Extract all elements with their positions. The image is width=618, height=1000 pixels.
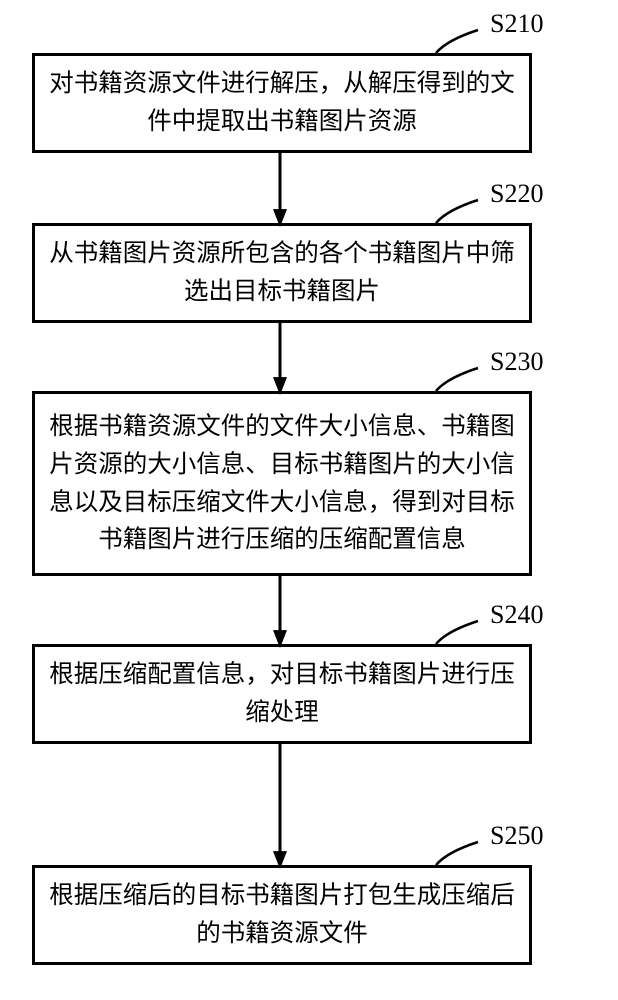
step-label-s250: S250: [490, 821, 543, 851]
step-text-s240: 根据压缩配置信息，对目标书籍图片进行压缩处理: [49, 656, 515, 732]
step-text-s250: 根据压缩后的目标书籍图片打包生成压缩后的书籍资源文件: [49, 877, 515, 953]
step-text-s230: 根据书籍资源文件的文件大小信息、书籍图片资源的大小信息、目标书籍图片的大小信息以…: [49, 408, 515, 560]
leader-s230: [436, 368, 478, 391]
step-box-s230: 根据书籍资源文件的文件大小信息、书籍图片资源的大小信息、目标书籍图片的大小信息以…: [32, 391, 532, 576]
step-text-s210: 对书籍资源文件进行解压，从解压得到的文件中提取出书籍图片资源: [49, 65, 515, 141]
step-label-s240: S240: [490, 600, 543, 630]
step-box-s240: 根据压缩配置信息，对目标书籍图片进行压缩处理: [32, 644, 532, 744]
leader-s250: [436, 842, 478, 865]
step-label-s220: S220: [490, 179, 543, 209]
step-box-s250: 根据压缩后的目标书籍图片打包生成压缩后的书籍资源文件: [32, 865, 532, 965]
flowchart-canvas: 对书籍资源文件进行解压，从解压得到的文件中提取出书籍图片资源 S210 从书籍图片资…: [0, 0, 618, 1000]
step-label-s210: S210: [490, 9, 543, 39]
step-box-s220: 从书籍图片资源所包含的各个书籍图片中筛选出目标书籍图片: [32, 223, 532, 323]
leader-s210: [436, 30, 478, 53]
step-text-s220: 从书籍图片资源所包含的各个书籍图片中筛选出目标书籍图片: [49, 235, 515, 311]
step-label-s230: S230: [490, 347, 543, 377]
step-box-s210: 对书籍资源文件进行解压，从解压得到的文件中提取出书籍图片资源: [32, 53, 532, 153]
leader-s240: [436, 621, 478, 644]
leader-s220: [436, 200, 478, 223]
